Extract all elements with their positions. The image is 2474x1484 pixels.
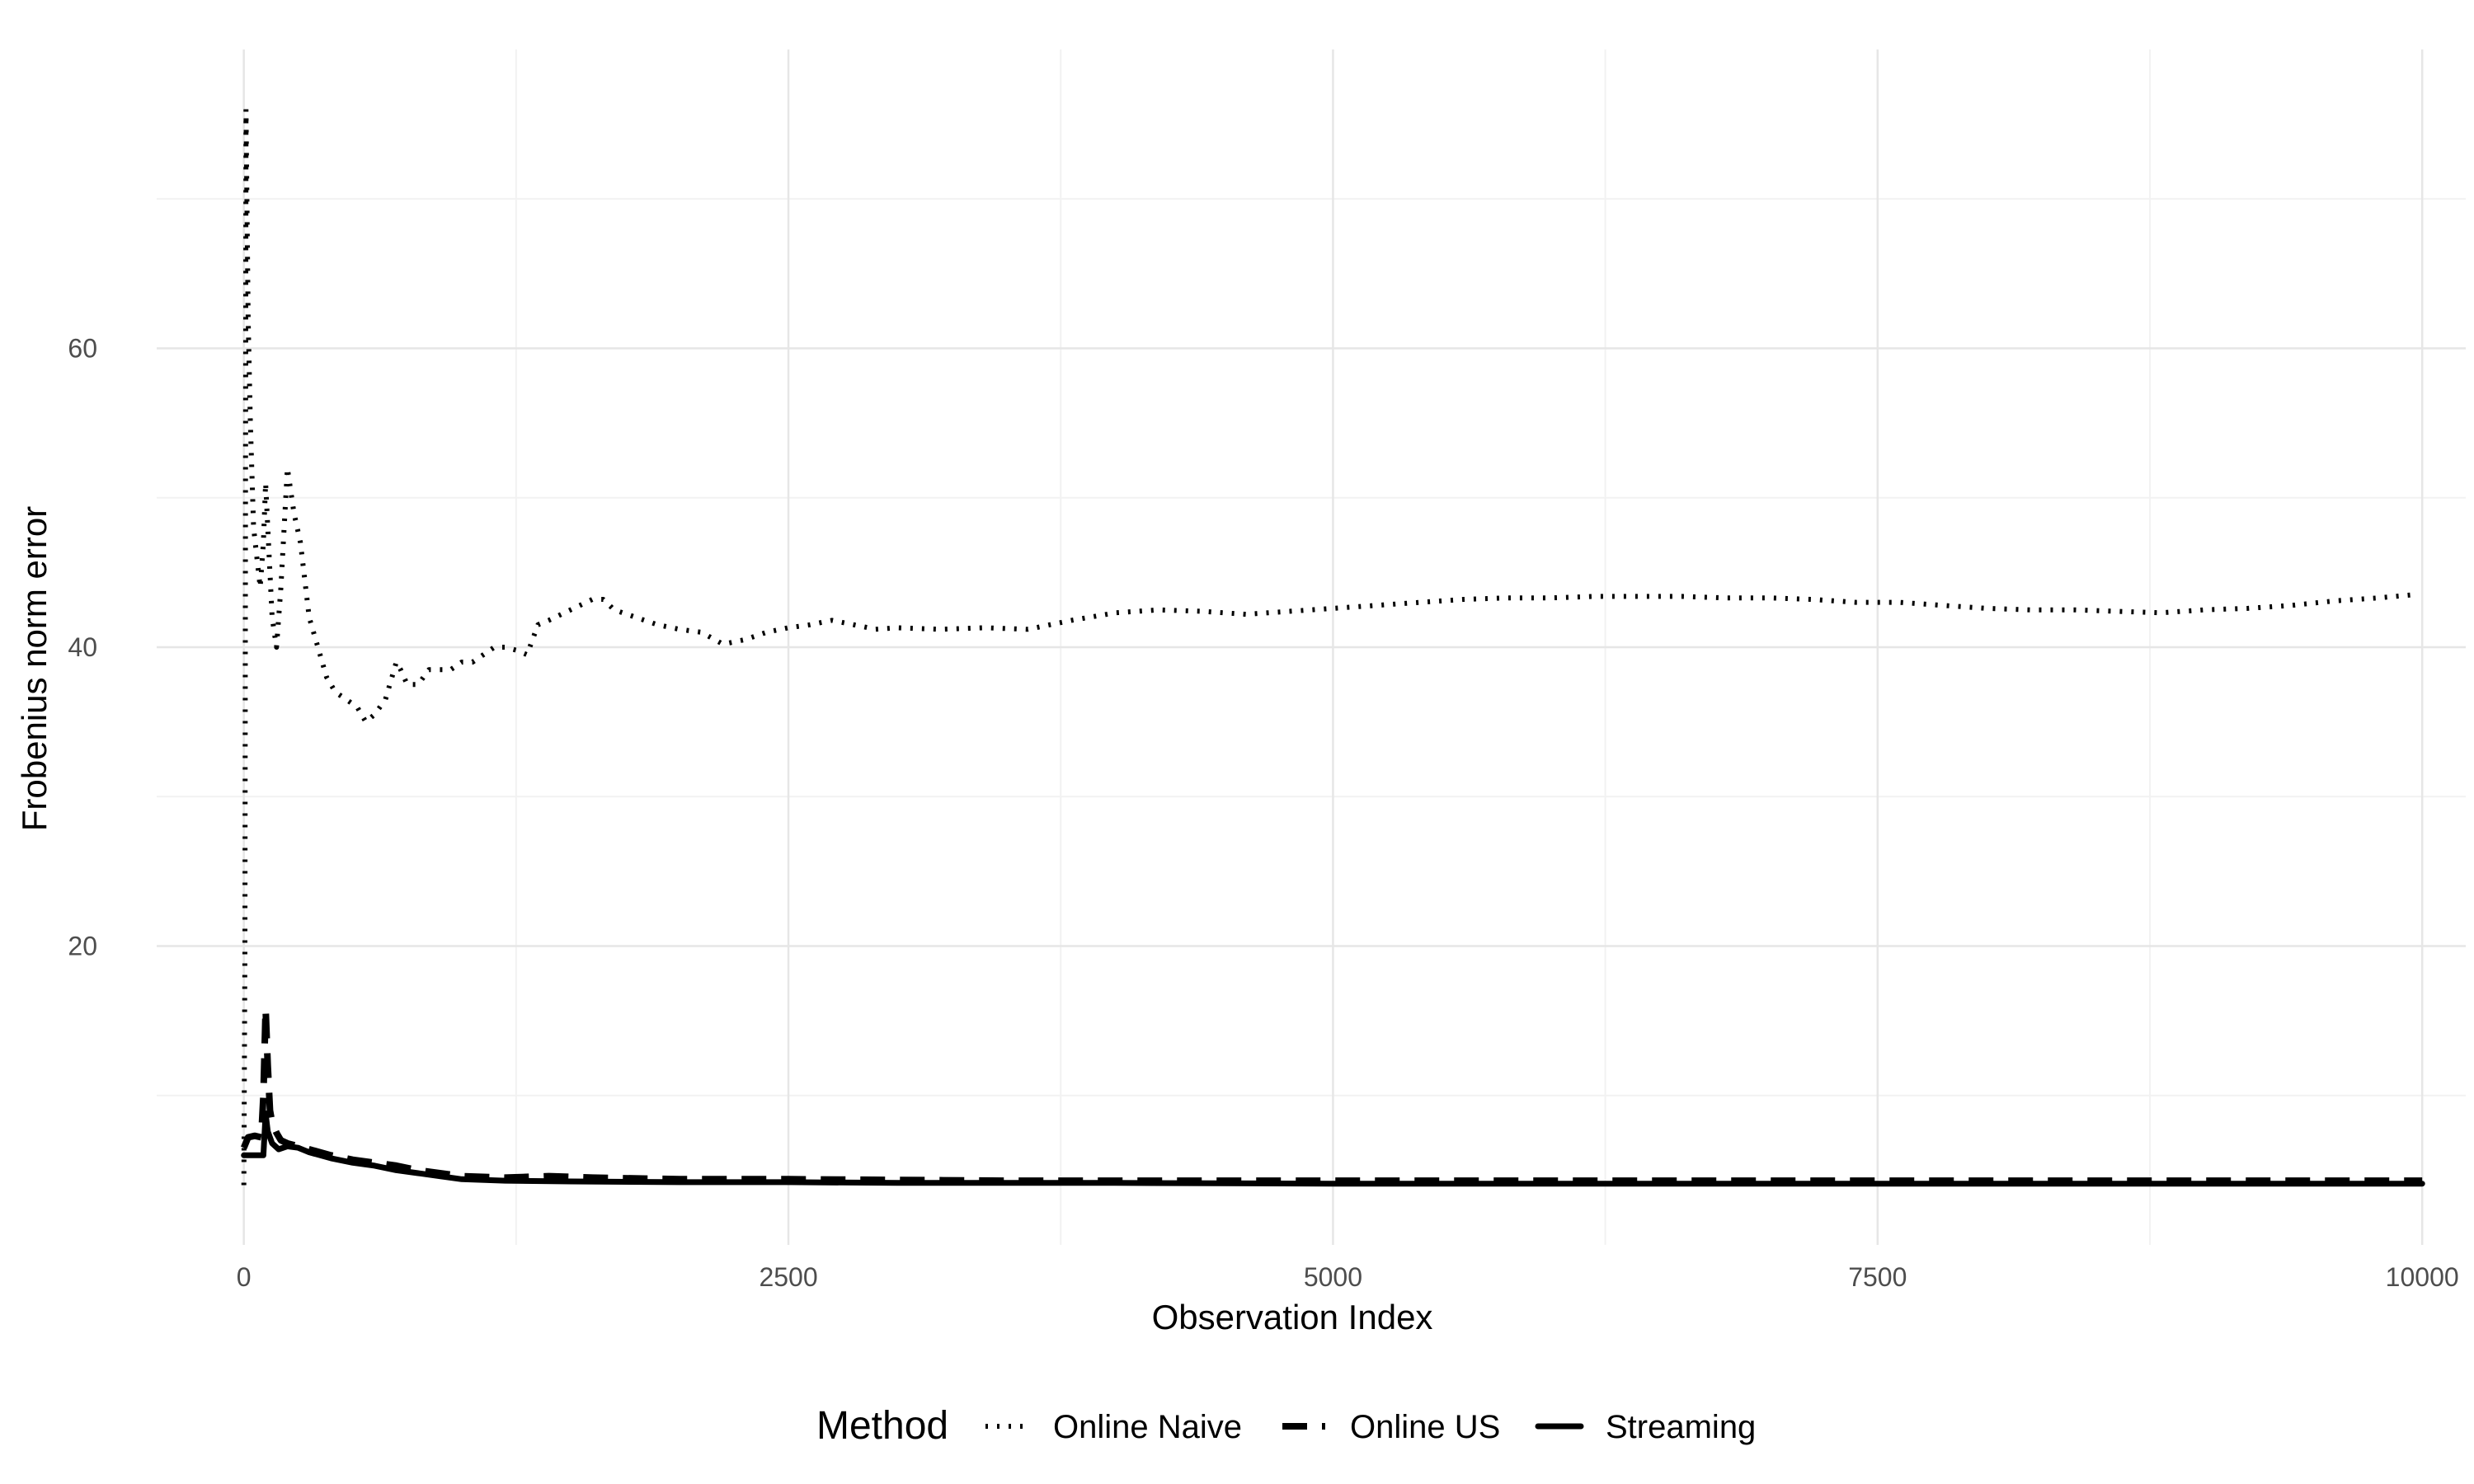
y-axis-ticks: 20 40 60: [68, 334, 97, 961]
legend-item: Online US: [1282, 1409, 1500, 1445]
x-tick-label: 7500: [1848, 1262, 1907, 1292]
grid: [157, 49, 2466, 1245]
x-tick-label: 5000: [1304, 1262, 1362, 1292]
x-axis-ticks: 0 2500 5000 7500 10000: [237, 1262, 2459, 1292]
legend-item: Streaming: [1535, 1409, 1756, 1445]
x-tick-label: 10000: [2386, 1262, 2459, 1292]
y-tick-label: 20: [68, 932, 97, 961]
y-tick-label: 60: [68, 334, 97, 364]
x-tick-label: 0: [237, 1262, 252, 1292]
series-lines: [240, 106, 2425, 1187]
legend-items: Online Naive Online US Streaming: [985, 1409, 1756, 1445]
y-axis-title: Frobenius norm error: [15, 506, 54, 831]
x-axis-title: Observation Index: [1152, 1298, 1433, 1336]
legend-label: Online US: [1350, 1409, 1500, 1445]
y-tick-label: 40: [68, 632, 97, 662]
x-tick-label: 2500: [759, 1262, 817, 1292]
legend: Method Online Naive Online US Streaming: [816, 1404, 1756, 1448]
legend-label: Streaming: [1606, 1409, 1756, 1445]
series-line-streaming: [241, 1111, 2425, 1187]
legend-label: Online Naive: [1053, 1409, 1242, 1445]
legend-title: Method: [816, 1404, 948, 1448]
legend-item: Online Naive: [985, 1409, 1242, 1445]
